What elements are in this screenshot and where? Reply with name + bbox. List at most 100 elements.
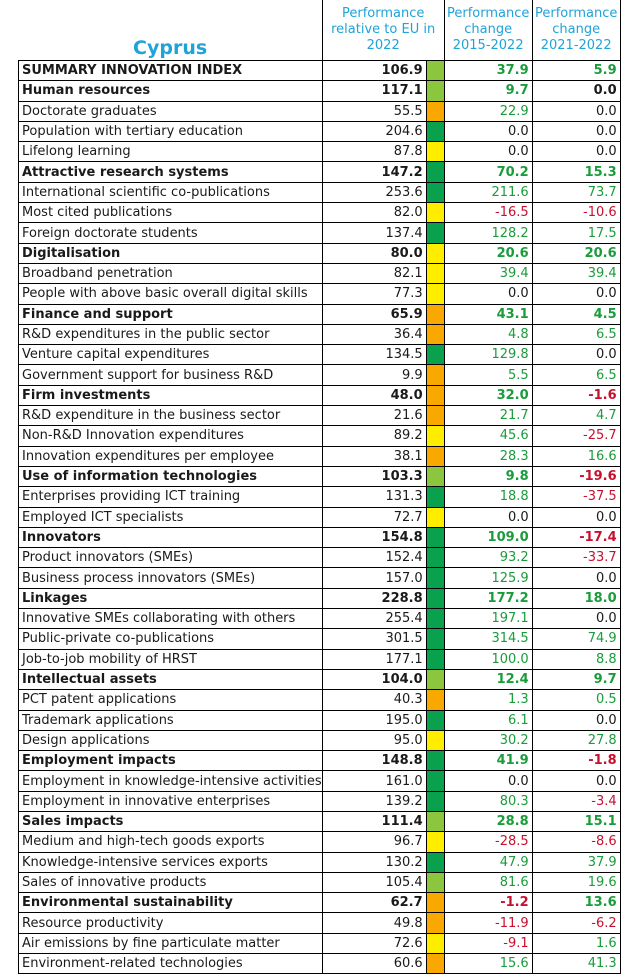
- performance-band-swatch: [425, 303, 445, 325]
- change-2021-2022-value: -8.6: [532, 831, 621, 853]
- indicator-row: Design applications 95.0 30.2 27.8: [18, 729, 621, 751]
- indicator-label: PCT patent applications: [18, 689, 323, 710]
- performance-band-swatch: [425, 425, 445, 447]
- relative-performance-value: 62.7: [322, 892, 427, 913]
- indicator-row: Non-R&D Innovation expenditures 89.2 45.6-…: [18, 425, 621, 447]
- indicator-label: Trademark applications: [18, 709, 323, 731]
- change-2021-2022-value: 0.0: [532, 120, 621, 142]
- performance-band-swatch: [425, 750, 445, 771]
- indicator-label: Lifelong learning: [18, 141, 323, 162]
- change-2015-2022-value: -11.9: [444, 912, 533, 934]
- performance-band-swatch: [425, 486, 445, 508]
- change-2021-2022-value: 0.0: [532, 770, 621, 792]
- indicator-row: Employment in innovative enterprises 139.…: [18, 790, 621, 812]
- indicator-label: Enterprises providing ICT training: [18, 486, 323, 508]
- performance-band-swatch: [425, 608, 445, 629]
- change-2021-2022-value: 6.5: [532, 323, 621, 345]
- change-2015-2022-value: 93.2: [444, 547, 533, 568]
- indicator-row: Trademark applications 195.0 6.1 0.0: [18, 709, 621, 731]
- relative-performance-value: 72.6: [322, 932, 427, 954]
- indicator-label: Broadband penetration: [18, 262, 323, 284]
- dimension-row: Sales impacts 111.4 28.8 15.1: [18, 810, 621, 832]
- change-2015-2022-value: 177.2: [444, 587, 533, 609]
- relative-performance-value: 134.5: [322, 344, 427, 365]
- performance-band-swatch: [425, 709, 445, 731]
- change-2015-2022-value: 4.8: [444, 323, 533, 345]
- indicator-label: International scientific co-publications: [18, 181, 323, 203]
- performance-band-swatch: [425, 729, 445, 751]
- change-2021-2022-value: 0.0: [532, 141, 621, 162]
- change-2015-2022-value: 0.0: [444, 770, 533, 792]
- indicator-row: Knowledge-intensive services exports 130.…: [18, 851, 621, 873]
- relative-performance-value: 177.1: [322, 648, 427, 670]
- change-2015-2022-value: 12.4: [444, 668, 533, 690]
- change-2021-2022-value: 13.6: [532, 892, 621, 913]
- performance-band-swatch: [425, 851, 445, 873]
- change-2021-2022-value: 0.0: [532, 100, 621, 122]
- change-2021-2022-value: 15.1: [532, 810, 621, 832]
- change-2015-2022-value: 15.6: [444, 953, 533, 975]
- performance-band-swatch: [425, 526, 445, 548]
- indicator-row: R&D expenditure in the business sector 21…: [18, 405, 621, 426]
- indicator-row: Innovative SMEs collaborating with other…: [18, 608, 621, 629]
- indicator-label: Innovators: [18, 526, 323, 548]
- relative-performance-value: 157.0: [322, 567, 427, 589]
- relative-performance-value: 36.4: [322, 323, 427, 345]
- relative-performance-value: 77.3: [322, 283, 427, 305]
- indicator-label: Doctorate graduates: [18, 100, 323, 122]
- dimension-row: Firm investments 48.0 32.0 -1.6: [18, 384, 621, 406]
- change-2021-2022-value: -19.6: [532, 465, 621, 487]
- relative-performance-value: 87.8: [322, 141, 427, 162]
- performance-band-swatch: [425, 445, 445, 467]
- change-2015-2022-value: 30.2: [444, 729, 533, 751]
- indicator-label: Sales of innovative products: [18, 871, 323, 893]
- indicator-label: Human resources: [18, 80, 323, 102]
- relative-performance-value: 301.5: [322, 628, 427, 650]
- change-2015-2022-value: 6.1: [444, 709, 533, 731]
- change-2015-2022-value: 39.4: [444, 262, 533, 284]
- indicator-row: Environment-related technologies 60.6 15.6…: [18, 953, 621, 975]
- change-2021-2022-value: 37.9: [532, 851, 621, 873]
- relative-performance-value: 105.4: [322, 871, 427, 893]
- indicator-row: Resource productivity 49.8 -11.9 -6.2: [18, 912, 621, 934]
- performance-band-swatch: [425, 242, 445, 264]
- change-2015-2022-value: 0.0: [444, 506, 533, 528]
- indicator-label: Job-to-job mobility of HRST: [18, 648, 323, 670]
- indicator-label: Attractive research systems: [18, 161, 323, 183]
- performance-band-swatch: [425, 648, 445, 670]
- performance-band-swatch: [425, 953, 445, 975]
- change-2021-2022-value: 1.6: [532, 932, 621, 954]
- change-2021-2022-value: 0.0: [532, 608, 621, 629]
- change-2021-2022-value: -6.2: [532, 912, 621, 934]
- header-change-2015-2022: Performance change 2015-2022: [444, 0, 533, 61]
- change-2021-2022-value: 8.8: [532, 648, 621, 670]
- header-row: Cyprus Performance relative to EU in 202…: [18, 0, 621, 61]
- relative-performance-value: 82.1: [322, 262, 427, 284]
- performance-band-swatch: [425, 790, 445, 812]
- change-2015-2022-value: 21.7: [444, 405, 533, 426]
- performance-band-swatch: [425, 567, 445, 589]
- relative-performance-value: 104.0: [322, 668, 427, 690]
- change-2015-2022-value: 1.3: [444, 689, 533, 710]
- dimension-row: Attractive research systems 147.2 70.2 15.3: [18, 161, 621, 183]
- performance-band-swatch: [425, 465, 445, 487]
- indicator-row: Medium and high-tech goods exports 96.7 -2…: [18, 831, 621, 853]
- indicator-row: Public-private co-publications 301.5 314.5…: [18, 628, 621, 650]
- change-2021-2022-value: -1.8: [532, 750, 621, 771]
- indicator-row: Population with tertiary education 204.6 0…: [18, 120, 621, 142]
- performance-band-swatch: [425, 587, 445, 609]
- dimension-row: Linkages 228.8 177.2 18.0: [18, 587, 621, 609]
- dimension-row: SUMMARY INNOVATION INDEX 106.9 37.9 5.9: [18, 59, 621, 81]
- innovation-scoreboard-table: Cyprus Performance relative to EU in 202…: [18, 0, 621, 975]
- indicator-rows: SUMMARY INNOVATION INDEX 106.9 37.9 5.9 Huma…: [18, 59, 621, 975]
- relative-performance-value: 95.0: [322, 729, 427, 751]
- change-2015-2022-value: 0.0: [444, 141, 533, 162]
- relative-performance-value: 65.9: [322, 303, 427, 325]
- relative-performance-value: 72.7: [322, 506, 427, 528]
- change-2021-2022-value: 5.9: [532, 59, 621, 81]
- change-2015-2022-value: 0.0: [444, 283, 533, 305]
- indicator-label: Resource productivity: [18, 912, 323, 934]
- change-2021-2022-value: 39.4: [532, 262, 621, 284]
- performance-band-swatch: [425, 120, 445, 142]
- indicator-label: Design applications: [18, 729, 323, 751]
